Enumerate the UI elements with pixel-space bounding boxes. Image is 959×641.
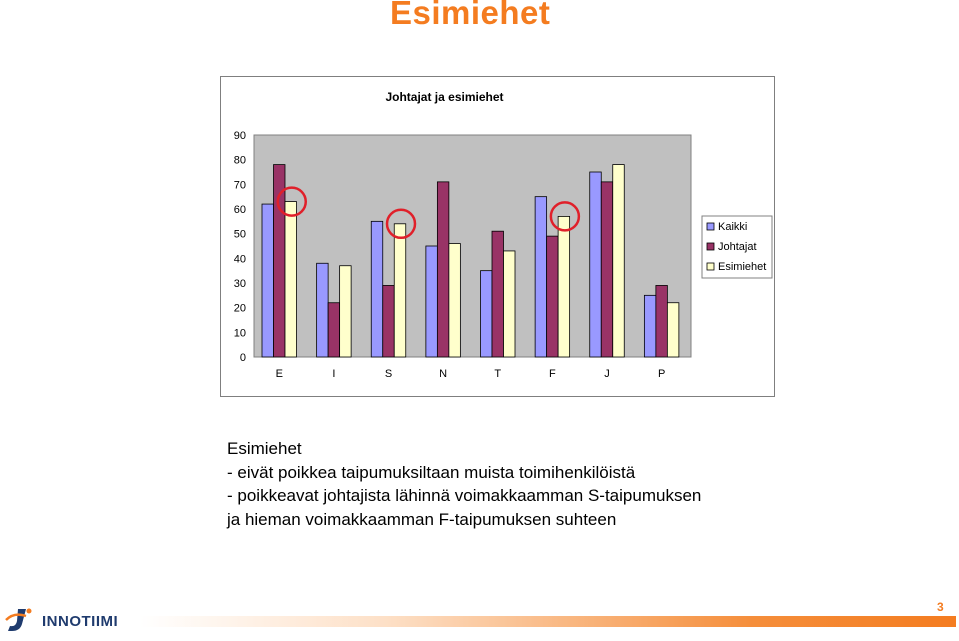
bar-kaikki xyxy=(480,270,493,358)
y-tick-label: 80 xyxy=(234,155,246,167)
bar-esimiehet xyxy=(612,164,625,358)
y-tick-label: 90 xyxy=(234,130,246,142)
y-tick-label: 50 xyxy=(234,229,246,241)
bar-esimiehet xyxy=(339,265,352,358)
bar-johtajat xyxy=(600,181,614,358)
body-text: Esimiehet - eivät poikkea taipumuksiltaa… xyxy=(227,437,701,531)
slide-title: Esimiehet xyxy=(390,0,551,31)
footer: INNOTIIMI 3 xyxy=(0,598,959,638)
y-tick-label: 60 xyxy=(234,204,246,216)
bar-esimiehet xyxy=(448,243,461,358)
body-line-3: ja hieman voimakkaamman F-taipumuksen su… xyxy=(227,509,617,529)
page-number: 3 xyxy=(937,600,944,614)
y-tick-label: 40 xyxy=(234,253,246,265)
legend-label: Esimiehet xyxy=(718,261,766,273)
y-tick-label: 70 xyxy=(234,179,246,191)
y-tick-label: 20 xyxy=(234,303,246,315)
highlight-circle xyxy=(549,201,581,232)
bar-esimiehet xyxy=(557,215,571,358)
legend-swatch xyxy=(706,242,715,251)
x-tick-label: E xyxy=(276,368,283,380)
body-line-1: - eivät poikkea taipumuksiltaan muista t… xyxy=(227,462,636,482)
logo-text: INNOTIIMI xyxy=(42,613,119,630)
highlight-circle xyxy=(276,186,307,217)
body-line-2: - poikkeavat johtajista lähinnä voimakka… xyxy=(227,486,702,505)
bar-kaikki xyxy=(534,196,548,358)
bar-johtajat xyxy=(546,235,559,358)
x-tick-label: N xyxy=(439,368,447,380)
bar-esimiehet xyxy=(284,201,297,358)
bar-johtajat xyxy=(327,302,341,358)
legend-swatch xyxy=(706,262,715,271)
chart-title: Johtajat ja esimiehet xyxy=(385,90,503,104)
bar-johtajat xyxy=(382,285,395,358)
bar-johtajat xyxy=(491,230,504,358)
footer-bar xyxy=(140,616,956,627)
bar-chart: Johtajat ja esimiehet 0 10 20 30 40 50 60 70 80 90… xyxy=(234,90,773,380)
bar-johtajat xyxy=(436,181,450,358)
x-tick-label: F xyxy=(549,368,556,380)
bar-johtajat xyxy=(655,285,668,358)
legend-swatch xyxy=(706,222,715,231)
x-tick-label: J xyxy=(604,368,610,380)
bar-kaikki xyxy=(643,294,657,358)
x-tick-label: I xyxy=(332,368,335,380)
bar-kaikki xyxy=(589,171,602,358)
x-tick-label: S xyxy=(385,368,392,380)
bar-esimiehet xyxy=(503,250,516,358)
x-tick-label: P xyxy=(658,368,665,380)
bar-esimiehet xyxy=(666,302,680,358)
bar-kaikki xyxy=(316,262,329,358)
legend-label: Johtajat xyxy=(718,241,757,253)
bar-kaikki xyxy=(425,245,438,358)
logo-mark-icon xyxy=(5,608,32,631)
y-tick-label: 30 xyxy=(234,278,246,290)
highlight-circle xyxy=(385,208,417,240)
innotiimi-logo: INNOTIIMI xyxy=(4,606,134,636)
bar-esimiehet xyxy=(393,223,407,358)
chart-frame: Johtajat ja esimiehet 0 10 20 30 40 50 60 70 80 90… xyxy=(220,76,775,397)
legend-label: Kaikki xyxy=(718,221,747,233)
bar-kaikki xyxy=(370,220,384,358)
y-tick-label: 10 xyxy=(234,327,246,339)
y-tick-label: 0 xyxy=(240,352,246,364)
body-line-heading: Esimiehet xyxy=(227,439,302,458)
bar-kaikki xyxy=(261,203,274,358)
x-tick-label: T xyxy=(494,368,501,380)
